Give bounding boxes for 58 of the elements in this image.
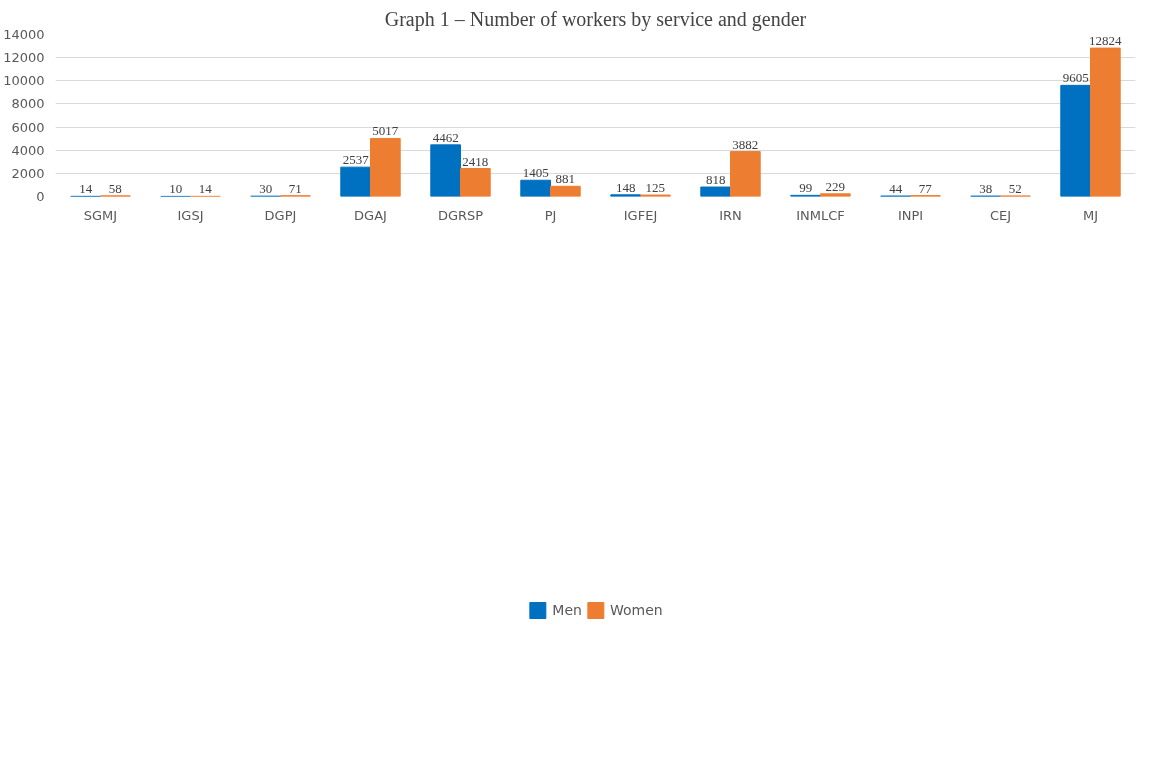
x-tick-label: PJ	[544, 207, 557, 223]
bar	[340, 166, 371, 197]
data-label: 2537	[342, 152, 370, 168]
data-label: 71	[288, 180, 302, 196]
data-label: 5017	[372, 123, 399, 139]
x-tick-label: INPI	[897, 207, 924, 223]
bar	[1090, 47, 1121, 197]
y-tick-label: 14000	[3, 27, 45, 42]
y-tick-label: 8000	[11, 96, 45, 112]
data-label: 14	[198, 181, 213, 197]
data-label: 881	[555, 171, 576, 187]
data-label: 12824	[1089, 33, 1123, 49]
x-tick-label: DGRSP	[437, 207, 484, 223]
legend-label: Men	[552, 602, 582, 618]
bar	[700, 186, 731, 197]
chart-title: Graph 1 – Number of workers by service and gender	[384, 7, 807, 31]
bar	[520, 179, 551, 197]
bar	[370, 137, 401, 197]
data-label: 818	[705, 172, 726, 188]
data-label: 1405	[522, 165, 549, 181]
y-tick-label: 4000	[11, 142, 45, 158]
data-label: 14	[79, 181, 93, 197]
data-label: 99	[799, 180, 813, 196]
data-label: 125	[645, 180, 666, 196]
x-tick-label: MJ	[1082, 207, 1099, 223]
x-tick-label: INMLCF	[796, 207, 845, 223]
x-tick-label: IRN	[719, 207, 742, 223]
y-tick-label: 0	[36, 189, 45, 204]
bar	[1060, 84, 1091, 197]
data-label: 4462	[432, 129, 459, 145]
x-tick-label: SGMJ	[83, 207, 118, 223]
data-label: 38	[979, 181, 993, 197]
data-label: 30	[259, 181, 273, 197]
bar	[730, 151, 761, 197]
data-label: 77	[918, 180, 933, 196]
data-label: 10	[169, 181, 183, 197]
y-tick-label: 6000	[11, 119, 45, 135]
y-tick-label: 10000	[3, 73, 45, 89]
bar	[820, 193, 851, 197]
data-label: 2418	[462, 153, 489, 169]
x-tick-label: DGAJ	[354, 207, 387, 223]
bar	[430, 144, 461, 197]
x-tick-label: IGFEJ	[623, 207, 658, 223]
data-label: 9605	[1062, 70, 1089, 86]
bar	[550, 185, 581, 197]
data-label: 44	[889, 180, 903, 196]
data-label: 148	[615, 179, 636, 195]
data-label: 3882	[732, 136, 759, 152]
legend-label: Women	[609, 602, 663, 618]
x-tick-label: DGPJ	[264, 207, 297, 223]
data-label: 229	[825, 178, 846, 194]
y-tick-label: 2000	[11, 165, 45, 181]
data-label: 52	[1008, 180, 1022, 196]
x-tick-label: CEJ	[989, 207, 1012, 223]
bar	[460, 168, 491, 197]
data-label: 58	[108, 180, 122, 196]
y-tick-label: 12000	[3, 50, 45, 66]
x-tick-label: IGSJ	[177, 207, 204, 223]
